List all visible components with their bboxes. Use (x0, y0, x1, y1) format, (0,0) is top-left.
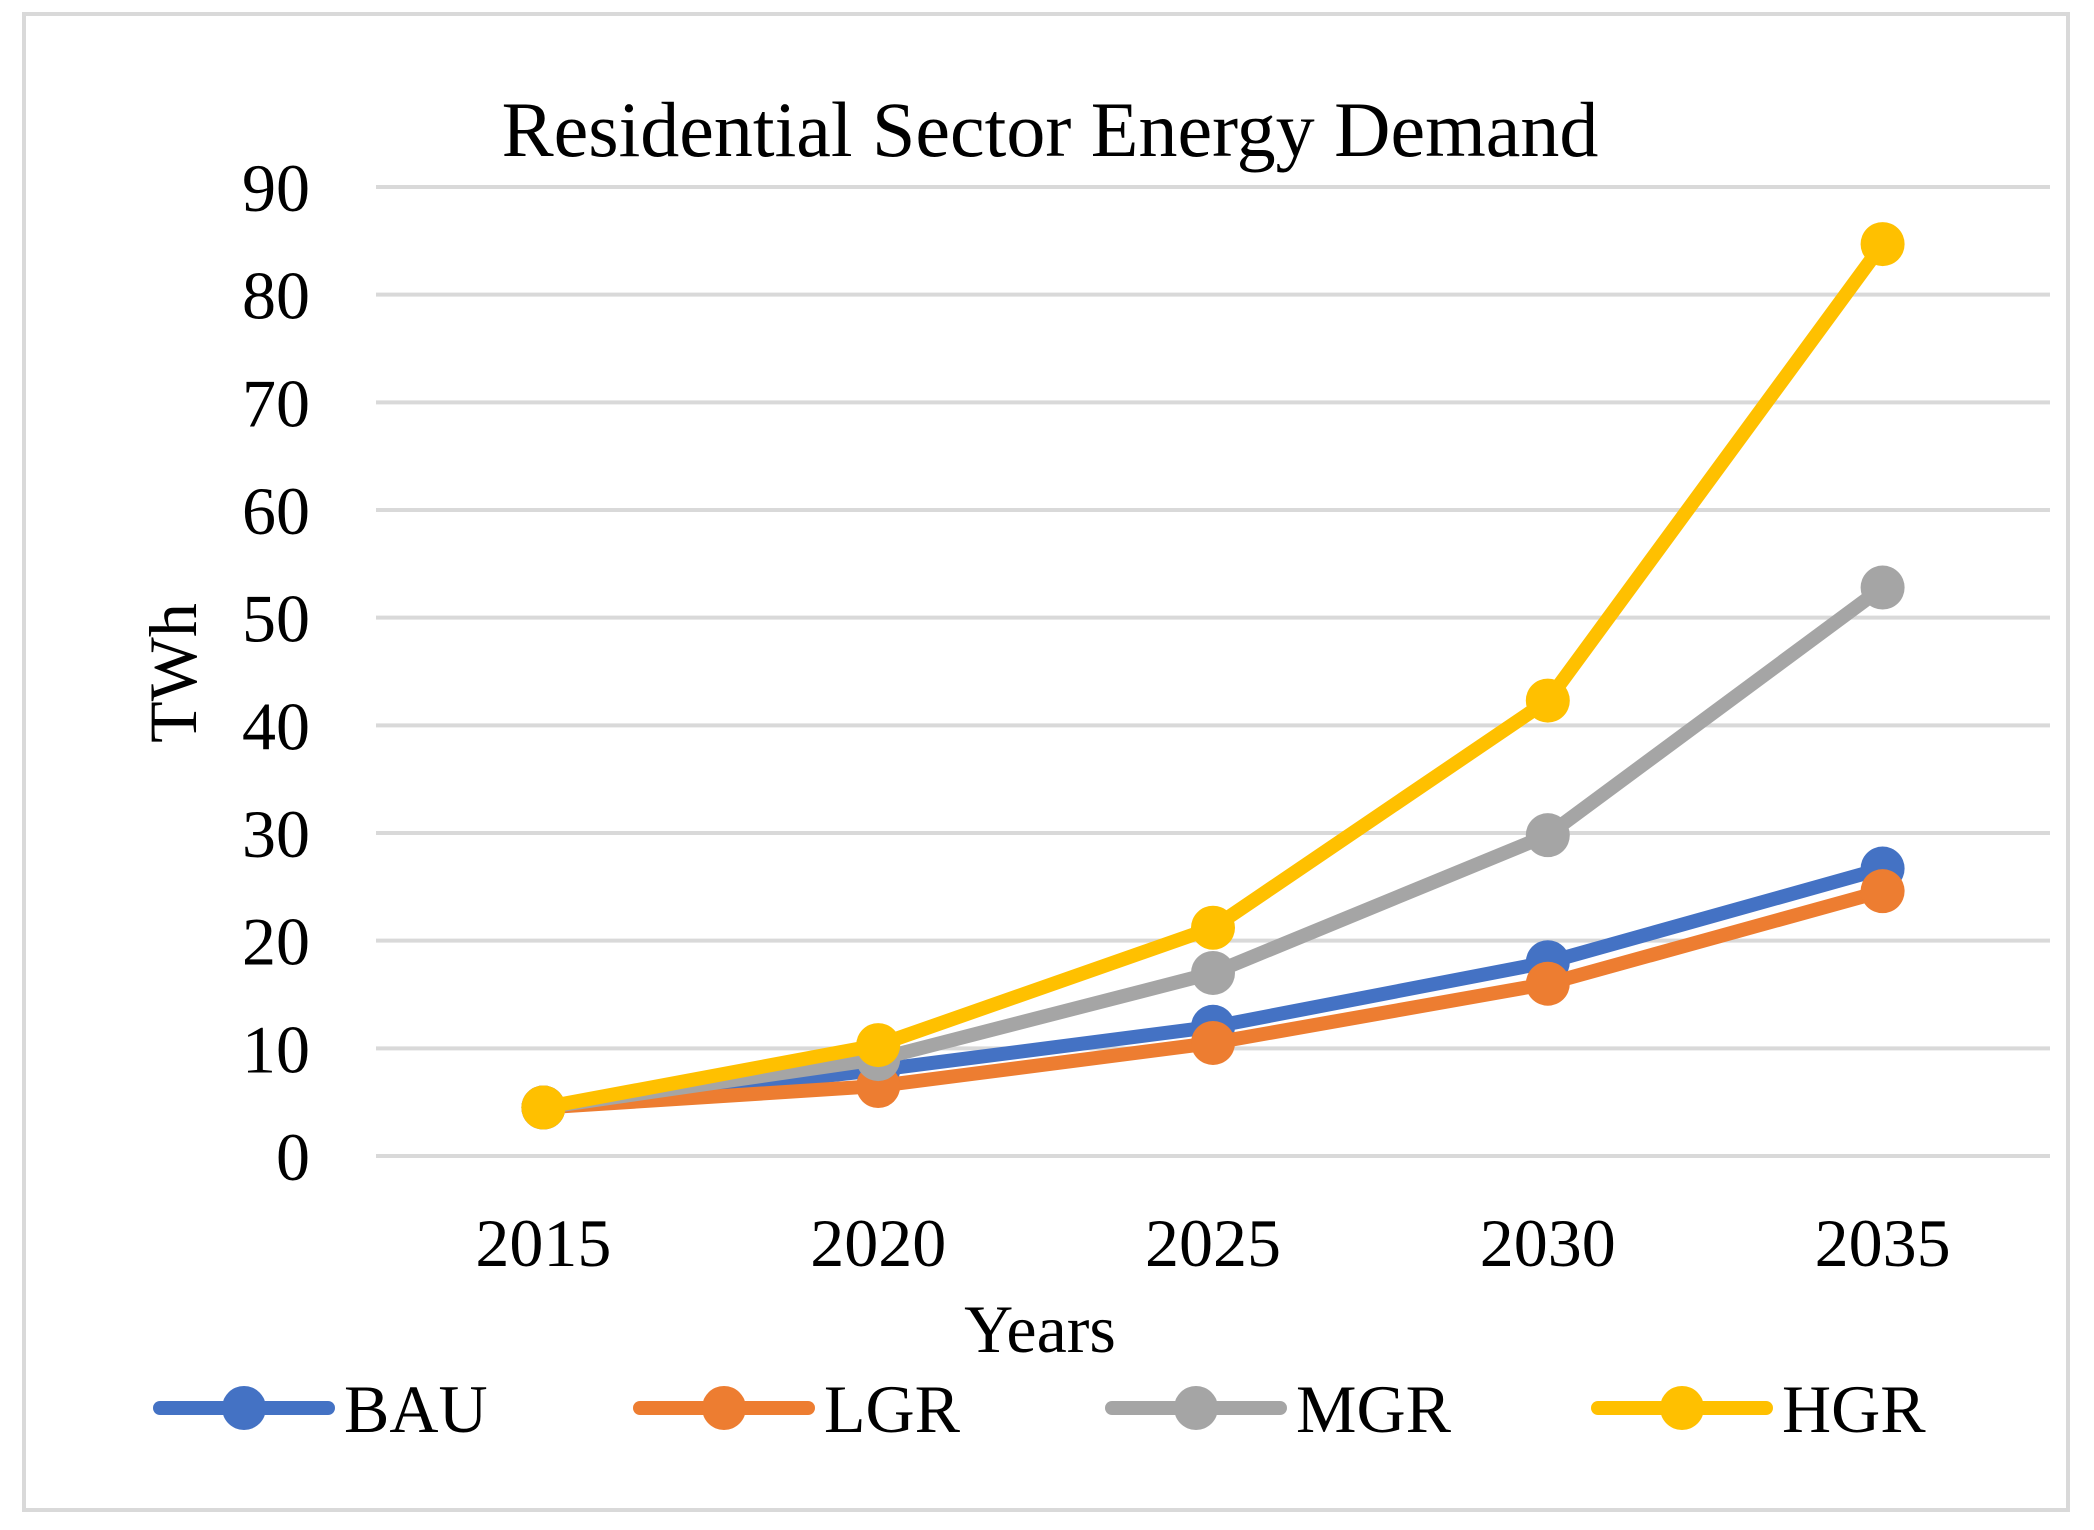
y-tick-label: 50 (242, 581, 310, 657)
x-axis-ticks: 2015 2020 2025 2030 2035 (475, 1205, 1950, 1281)
legend-label: HGR (1782, 1371, 1926, 1447)
legend-label: LGR (824, 1371, 961, 1447)
chart-frame (22, 12, 2070, 1512)
legend-swatch-marker (1174, 1386, 1218, 1430)
gridlines (376, 185, 2050, 1158)
data-point (1525, 678, 1570, 723)
y-tick-label: 40 (242, 688, 310, 764)
y-axis-label: TWh (135, 603, 211, 743)
data-point (1525, 961, 1570, 1006)
legend-label: BAU (344, 1371, 488, 1447)
legend-swatch-marker (222, 1386, 266, 1430)
y-axis-ticks: 0 10 20 30 40 50 60 70 80 90 (242, 150, 310, 1195)
x-axis-label: Years (964, 1291, 1116, 1367)
y-tick-label: 80 (242, 258, 310, 334)
x-tick-label: 2030 (1480, 1205, 1616, 1281)
y-tick-label: 30 (242, 796, 310, 872)
legend-item-mgr: MGR (1105, 1371, 1452, 1447)
data-point (521, 1085, 566, 1130)
series-hgr (521, 222, 1905, 1130)
data-point (1191, 950, 1235, 995)
y-tick-label: 90 (242, 150, 310, 226)
data-point (1860, 222, 1905, 267)
data-point (1191, 905, 1235, 950)
legend-swatch-marker (702, 1386, 746, 1430)
data-series (521, 222, 1905, 1130)
data-point (1525, 813, 1570, 858)
y-tick-label: 60 (242, 473, 310, 549)
y-tick-label: 10 (242, 1011, 310, 1087)
legend: BAU LGR MGR HGR (153, 1371, 1926, 1447)
data-point (1860, 869, 1905, 914)
data-point (1191, 1020, 1235, 1065)
x-tick-label: 2035 (1815, 1205, 1951, 1281)
x-tick-label: 2015 (475, 1205, 611, 1281)
y-tick-label: 70 (242, 365, 310, 441)
x-tick-label: 2025 (1145, 1205, 1281, 1281)
legend-swatch-marker (1660, 1386, 1704, 1430)
y-tick-label: 0 (276, 1119, 310, 1195)
data-point (856, 1023, 901, 1068)
legend-item-bau: BAU (153, 1371, 488, 1447)
y-tick-label: 20 (242, 904, 310, 980)
legend-item-hgr: HGR (1591, 1371, 1926, 1447)
chart-title: Residential Sector Energy Demand (502, 86, 1599, 173)
data-point (1860, 565, 1905, 610)
legend-label: MGR (1296, 1371, 1452, 1447)
legend-item-lgr: LGR (633, 1371, 961, 1447)
x-tick-label: 2020 (810, 1205, 946, 1281)
